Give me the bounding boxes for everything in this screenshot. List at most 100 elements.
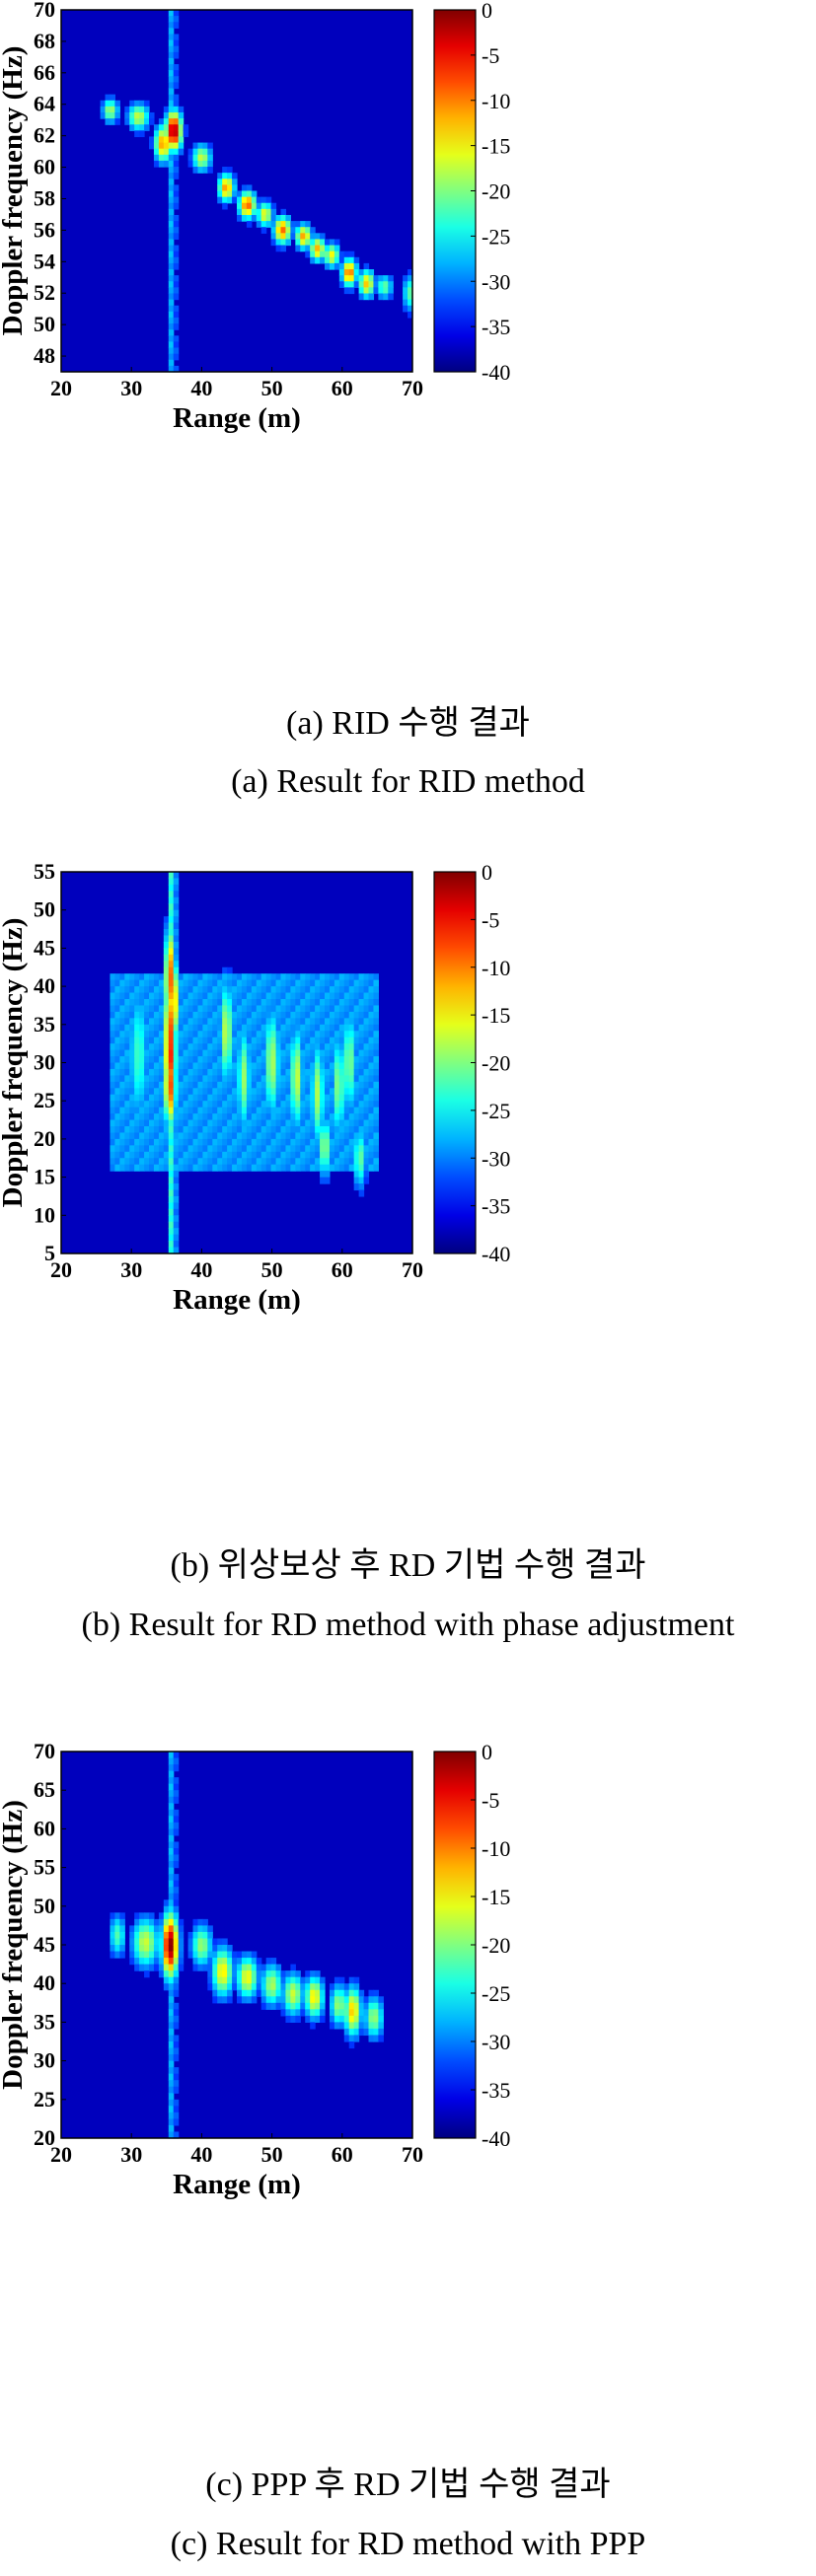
heatmap-cell — [173, 1989, 180, 1997]
heatmap-cell — [124, 1101, 130, 1109]
heatmap-cell — [295, 245, 301, 252]
heatmap-cell — [168, 51, 175, 59]
heatmap-cell — [305, 1145, 311, 1153]
heatmap-cell — [246, 1088, 253, 1096]
heatmap-cell — [168, 1796, 175, 1804]
heatmap-cell — [290, 221, 296, 228]
heatmap-cell — [290, 1094, 296, 1102]
heatmap-cell — [295, 1101, 301, 1109]
heatmap-cell — [222, 1005, 228, 1013]
heatmap-cell — [192, 1918, 199, 1926]
heatmap-cell — [348, 1088, 355, 1096]
heatmap-cell — [343, 1996, 350, 2004]
heatmap-cell — [192, 1005, 199, 1013]
heatmap-cell — [192, 1138, 199, 1146]
heatmap-cell — [353, 1151, 360, 1159]
heatmap-cell — [241, 1151, 248, 1159]
heatmap-cell — [217, 979, 223, 987]
heatmap-cell — [212, 1113, 218, 1121]
heatmap-cell — [280, 999, 287, 1007]
heatmap-cell — [251, 992, 258, 1000]
heatmap-cell — [353, 1158, 360, 1166]
heatmap-cell — [124, 111, 130, 119]
heatmap-cell — [183, 1043, 189, 1051]
heatmap-cell — [315, 973, 321, 981]
heatmap-cell — [158, 1132, 165, 1140]
heatmap-cell — [320, 1151, 326, 1159]
heatmap-cell — [207, 1164, 213, 1172]
x-tick-label: 70 — [402, 376, 423, 400]
heatmap-cell — [139, 1912, 145, 1920]
heatmap-cell — [173, 173, 180, 179]
heatmap-cell — [256, 1107, 262, 1114]
heatmap-cell — [232, 1005, 238, 1013]
heatmap-cell — [173, 1893, 180, 1900]
heatmap-cell — [265, 1024, 272, 1032]
heatmap-cell — [246, 1018, 253, 1026]
heatmap-cell — [358, 1119, 365, 1127]
heatmap-cell — [139, 1101, 145, 1109]
heatmap-cell — [114, 1043, 120, 1051]
heatmap-cell — [358, 293, 365, 301]
heatmap-cell — [237, 214, 243, 222]
heatmap-cell — [305, 1068, 311, 1076]
heatmap-cell — [173, 1158, 180, 1166]
heatmap-cell — [295, 1132, 301, 1140]
heatmap-cell — [353, 1094, 360, 1102]
heatmap-cell — [285, 1976, 291, 1984]
heatmap-cell — [207, 1094, 213, 1102]
heatmap-cell — [149, 1107, 155, 1114]
heatmap-cell — [363, 2002, 370, 2010]
heatmap-cell — [217, 1132, 223, 1140]
heatmap-cell — [368, 1049, 375, 1057]
y-tick-label: 56 — [34, 217, 55, 242]
heatmap-cell — [353, 1101, 360, 1109]
heatmap-cell — [227, 173, 233, 179]
x-tick-label: 40 — [190, 2142, 212, 2167]
heatmap-cell — [338, 1081, 345, 1089]
heatmap-cell — [305, 973, 311, 981]
heatmap-cell — [265, 1132, 272, 1140]
heatmap-cell — [320, 1068, 326, 1076]
heatmap-cell — [212, 979, 218, 987]
heatmap-cell — [173, 1822, 180, 1829]
heatmap-cell — [295, 233, 301, 241]
heatmap-cell — [285, 1983, 291, 1991]
heatmap-cell — [363, 275, 370, 282]
heatmap-cell — [320, 1107, 326, 1114]
heatmap-cell — [363, 262, 370, 270]
heatmap-cell — [227, 1132, 233, 1140]
heatmap-cell — [251, 1107, 258, 1114]
heatmap-cell — [260, 1094, 267, 1102]
heatmap-cell — [149, 999, 155, 1007]
x-tick-label: 30 — [120, 1257, 142, 1282]
heatmap-cell — [363, 973, 370, 981]
heatmap-cell — [237, 1024, 243, 1032]
heatmap-cell — [217, 1989, 223, 1997]
heatmap-cell — [300, 992, 306, 1000]
heatmap-cell — [187, 1938, 194, 1946]
heatmap-cell — [353, 992, 360, 1000]
heatmap-cell — [310, 1151, 316, 1159]
heatmap-cell — [168, 359, 175, 367]
heatmap-cell — [114, 1132, 120, 1140]
heatmap-cell — [251, 1151, 258, 1159]
heatmap-cell — [265, 1964, 272, 1971]
heatmap-cell — [119, 1011, 125, 1019]
heatmap-cell — [295, 2009, 301, 2017]
heatmap-cell — [338, 992, 345, 1000]
heatmap-cell — [158, 1107, 165, 1114]
heatmap-cell — [408, 311, 413, 319]
heatmap-cell — [227, 1075, 233, 1083]
heatmap-cell — [173, 1043, 180, 1051]
heatmap-cell — [310, 1164, 316, 1172]
heatmap-cell — [173, 1809, 180, 1817]
heatmap-cell — [227, 1126, 233, 1134]
heatmap-cell — [187, 1138, 194, 1146]
heatmap-cell — [227, 1970, 233, 1978]
heatmap-cell — [168, 1834, 175, 1843]
heatmap-cell — [251, 1964, 258, 1971]
heatmap-cell — [144, 999, 150, 1007]
heatmap-cell — [119, 1119, 125, 1127]
heatmap-cell — [275, 992, 282, 1000]
